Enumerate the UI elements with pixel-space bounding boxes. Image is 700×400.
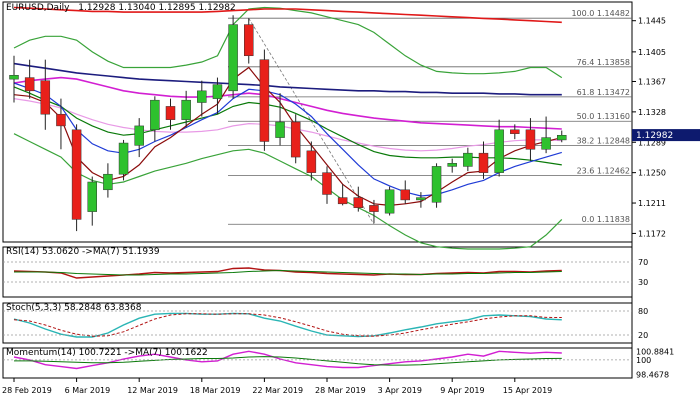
- bear-candle: [400, 189, 410, 201]
- moving-average-line: [13, 76, 562, 130]
- bear-candle: [369, 205, 379, 212]
- bull-candle: [275, 121, 285, 138]
- bull-candle: [9, 74, 19, 80]
- time-axis-label: 18 Mar 2019: [190, 386, 241, 395]
- bear-candle: [165, 106, 176, 120]
- bull-candle: [87, 181, 97, 212]
- time-axis-label: 9 Apr 2019: [440, 386, 484, 395]
- fib-level-label: 100.0 1.14482: [571, 9, 630, 18]
- momentum-series-line: [14, 356, 562, 366]
- moving-average-line: [13, 62, 562, 96]
- fib-level-label: 0.0 1.11838: [582, 215, 630, 224]
- bull-candle: [118, 142, 129, 175]
- bear-candle: [71, 129, 82, 220]
- bear-candle: [322, 172, 332, 195]
- stoch-series-line: [13, 313, 562, 337]
- bear-candle: [24, 77, 35, 92]
- bull-candle: [463, 152, 473, 167]
- bull-candle: [557, 134, 567, 141]
- bull-candle: [150, 99, 160, 131]
- bull-candle: [384, 189, 395, 214]
- price-axis-label: 1.1172: [638, 229, 666, 238]
- price-axis-label: 1.1250: [638, 169, 666, 178]
- time-axis-label: 22 Mar 2019: [252, 386, 303, 395]
- time-axis-label: 6 Mar 2019: [65, 386, 111, 395]
- rsi-axis-label: 70: [638, 258, 648, 267]
- bull-candle: [416, 197, 426, 201]
- bear-candle: [306, 150, 317, 173]
- bear-candle: [525, 129, 536, 150]
- time-axis-label: 15 Apr 2019: [503, 386, 552, 395]
- momentum-panel-label: Momentum(14) 100.7221 ->MA(7) 100.1622: [6, 348, 208, 358]
- bull-candle: [212, 84, 223, 99]
- time-axis-label: 12 Mar 2019: [127, 386, 178, 395]
- bear-candle: [353, 197, 364, 208]
- bull-candle: [103, 173, 113, 191]
- current-price-badge: [632, 129, 700, 142]
- panel-frame-0: [2, 1, 633, 243]
- time-axis-label: 28 Mar 2019: [315, 386, 366, 395]
- bull-candle: [134, 125, 144, 146]
- ohlc-values: 1.12928 1.13040 1.12895 1.12982: [78, 3, 236, 13]
- time-axis-label: 28 Feb 2019: [2, 386, 52, 395]
- current-price-label: 1.12982: [636, 131, 673, 141]
- fib-level-label: 76.4 1.13858: [577, 58, 630, 67]
- moving-average-line: [13, 82, 562, 197]
- time-axis-label: 3 Apr 2019: [378, 386, 422, 395]
- bear-candle: [290, 121, 301, 158]
- price-axis-label: 1.1328: [638, 108, 666, 117]
- stoch-panel-label: Stoch(5,3,3) 58.2848 63.8368: [6, 303, 142, 313]
- moving-average-line: [13, 98, 562, 152]
- bull-candle: [494, 129, 504, 173]
- fib-level-label: 38.2 1.12848: [577, 137, 630, 146]
- momentum-axis-label: 100.8841: [636, 347, 674, 356]
- bull-candle: [181, 99, 191, 120]
- bull-candle: [228, 24, 238, 92]
- bear-candle: [244, 24, 254, 57]
- fib-level-label: 50.0 1.13160: [577, 112, 630, 121]
- fib-trend-line: [248, 18, 375, 225]
- stoch-series-line: [13, 312, 562, 338]
- moving-average-line: [13, 6, 562, 24]
- bull-candle: [447, 163, 457, 167]
- chart-header: EURUSD,Daily 1.12928 1.13040 1.12895 1.1…: [6, 3, 236, 13]
- fib-level-label: 23.6 1.12462: [577, 167, 630, 176]
- momentum-axis-label: 98.4678: [636, 370, 669, 379]
- price-axis-label: 1.1445: [638, 17, 666, 26]
- bear-candle: [259, 59, 270, 142]
- bull-candle: [431, 166, 442, 203]
- rsi-axis-label: 30: [638, 278, 648, 287]
- bear-candle: [40, 80, 51, 115]
- momentum-axis-label: 100: [636, 356, 651, 365]
- price-axis-label: 1.1367: [638, 77, 666, 86]
- bull-candle: [197, 90, 207, 103]
- stoch-axis-label: 80: [638, 307, 648, 316]
- bear-candle: [510, 129, 520, 134]
- price-axis-label: 1.1211: [638, 199, 666, 208]
- symbol-label: EURUSD,Daily: [6, 3, 70, 13]
- bear-candle: [56, 113, 66, 127]
- fib-level-label: 61.8 1.13472: [577, 88, 630, 97]
- price-axis-label: 1.1405: [638, 48, 666, 57]
- bear-candle: [478, 152, 489, 173]
- rsi-series-line: [14, 269, 562, 276]
- bear-candle: [337, 197, 348, 205]
- bull-candle: [541, 137, 551, 150]
- stoch-axis-label: 20: [638, 331, 648, 340]
- price-axis-label: 1.1289: [638, 138, 666, 147]
- rsi-panel-label: RSI(14) 53.0620 ->MA(7) 51.1939: [6, 247, 160, 257]
